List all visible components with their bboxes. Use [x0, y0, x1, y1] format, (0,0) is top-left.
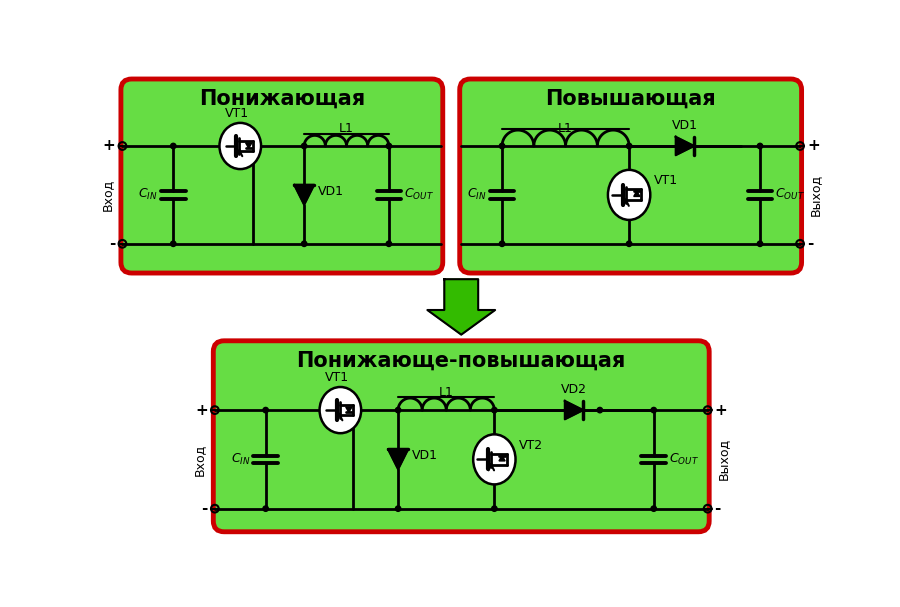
Text: Повышающая: Повышающая: [545, 89, 716, 109]
Circle shape: [500, 143, 505, 149]
Circle shape: [651, 506, 656, 511]
Circle shape: [302, 143, 307, 149]
Circle shape: [386, 241, 391, 246]
Text: Понижающе-повышающая: Понижающе-повышающая: [297, 351, 626, 371]
Circle shape: [757, 241, 762, 246]
Circle shape: [386, 143, 391, 149]
Text: Выход: Выход: [809, 174, 822, 216]
Circle shape: [757, 143, 762, 149]
Text: +: +: [715, 402, 727, 418]
FancyBboxPatch shape: [213, 341, 709, 532]
Text: -: -: [202, 501, 208, 516]
Polygon shape: [634, 191, 640, 197]
Text: -: -: [715, 501, 721, 516]
Circle shape: [500, 241, 505, 246]
Polygon shape: [676, 137, 694, 155]
Ellipse shape: [220, 123, 261, 169]
Text: -: -: [109, 236, 115, 251]
Polygon shape: [246, 143, 252, 148]
Text: VD1: VD1: [318, 185, 344, 197]
Ellipse shape: [473, 435, 516, 484]
Text: L1: L1: [558, 122, 573, 135]
Circle shape: [263, 506, 268, 511]
Text: Вход: Вход: [101, 178, 113, 211]
Text: VT1: VT1: [653, 174, 678, 187]
Circle shape: [171, 241, 176, 246]
Text: $C_{OUT}$: $C_{OUT}$: [776, 188, 806, 203]
Text: Вход: Вход: [193, 443, 206, 475]
Polygon shape: [294, 185, 314, 205]
Text: Выход: Выход: [716, 438, 730, 481]
Text: +: +: [807, 138, 820, 154]
Text: VT1: VT1: [325, 371, 349, 384]
Text: $C_{IN}$: $C_{IN}$: [467, 188, 487, 203]
Circle shape: [651, 407, 656, 413]
Text: Понижающая: Понижающая: [199, 89, 365, 109]
Circle shape: [626, 241, 632, 246]
Text: L1: L1: [439, 386, 454, 399]
Ellipse shape: [320, 387, 361, 433]
Ellipse shape: [608, 170, 651, 220]
Text: VD1: VD1: [412, 449, 438, 462]
Text: VD1: VD1: [672, 119, 698, 132]
Polygon shape: [346, 407, 352, 412]
Text: $C_{OUT}$: $C_{OUT}$: [670, 452, 699, 467]
FancyBboxPatch shape: [460, 79, 802, 273]
Circle shape: [395, 407, 400, 413]
Circle shape: [626, 143, 632, 149]
Text: +: +: [195, 402, 208, 418]
Circle shape: [302, 241, 307, 246]
Polygon shape: [499, 455, 505, 461]
Polygon shape: [565, 401, 583, 419]
Circle shape: [491, 506, 497, 511]
Circle shape: [263, 407, 268, 413]
Text: $C_{IN}$: $C_{IN}$: [230, 452, 250, 467]
Text: VD2: VD2: [561, 383, 587, 396]
Text: $C_{OUT}$: $C_{OUT}$: [404, 188, 434, 203]
Circle shape: [598, 407, 602, 413]
Text: L1: L1: [339, 122, 354, 135]
Text: $C_{IN}$: $C_{IN}$: [139, 188, 158, 203]
Text: +: +: [103, 138, 115, 154]
Polygon shape: [388, 449, 408, 469]
FancyBboxPatch shape: [121, 79, 443, 273]
Circle shape: [171, 143, 176, 149]
Circle shape: [395, 506, 400, 511]
Text: VT2: VT2: [519, 439, 543, 452]
Circle shape: [491, 407, 497, 413]
Text: VT1: VT1: [225, 107, 249, 120]
Text: -: -: [807, 236, 814, 251]
Polygon shape: [428, 279, 495, 334]
